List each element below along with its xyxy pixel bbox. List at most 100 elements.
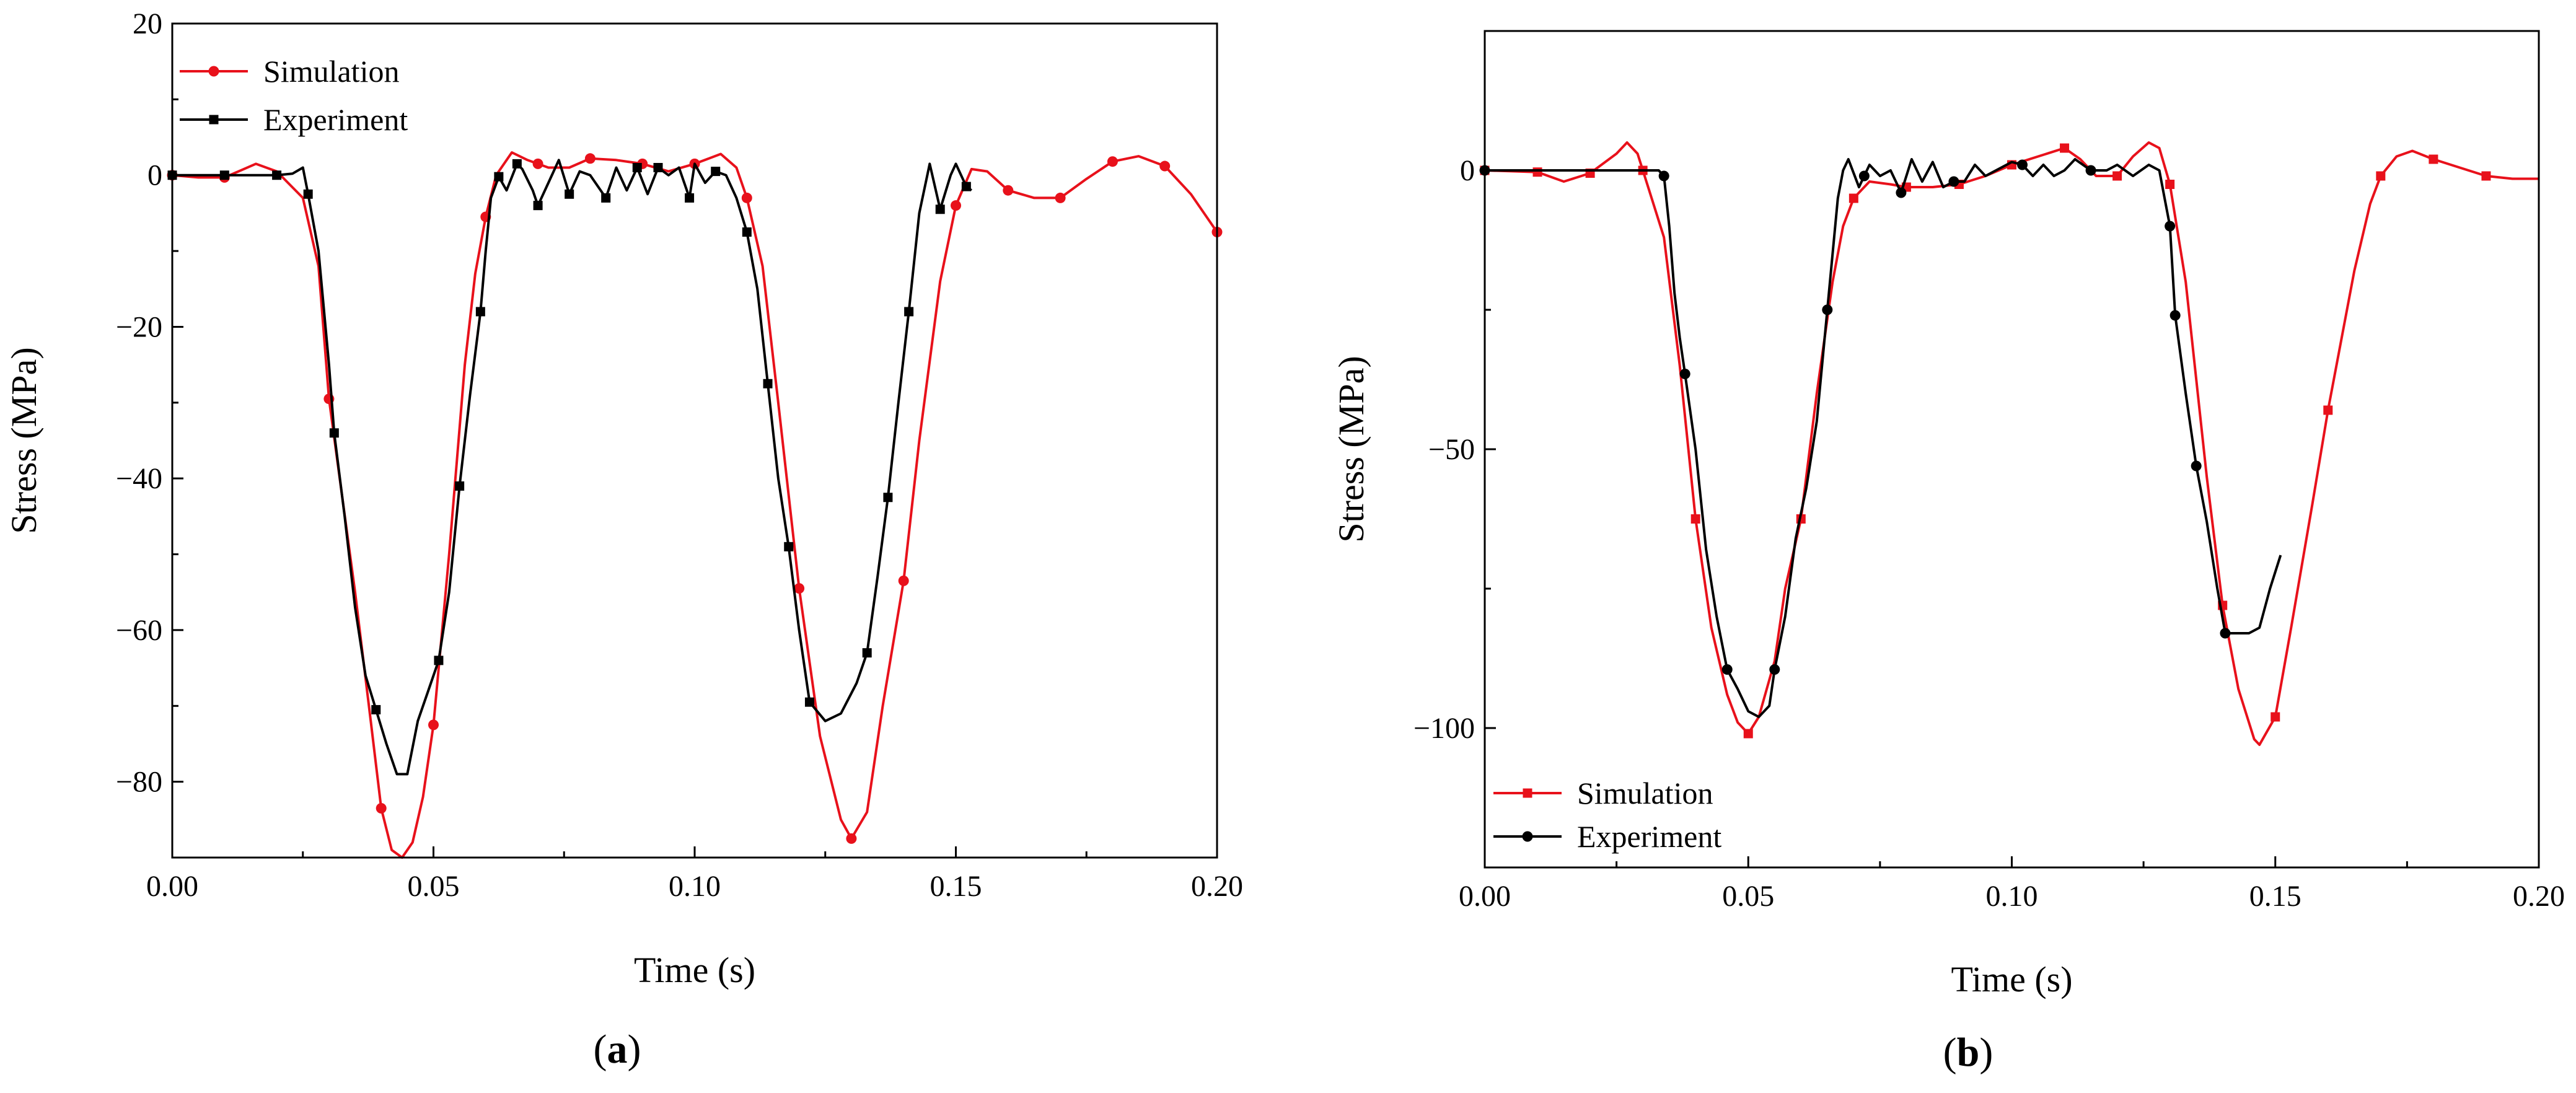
panel-label-a: (a)	[594, 1027, 641, 1072]
chart-panel-b: 0.00 0.05 0.10 0.15 0.20 −100 −50 0 Time (s) St…	[1331, 30, 2565, 1075]
x-tick-label-a: 0.15	[930, 870, 982, 903]
data-point-experiment-b	[1858, 170, 1870, 182]
legend-marker-simulation-b	[1523, 788, 1532, 798]
data-point-experiment-a	[219, 170, 229, 180]
legend-label-simulation-b: Simulation	[1577, 776, 1713, 810]
data-point-simulation-b	[2429, 154, 2438, 164]
data-point-simulation-a	[1055, 192, 1066, 203]
data-point-simulation-b	[2323, 405, 2333, 415]
y-axis-title-b: Stress (MPa)	[1331, 356, 1371, 542]
data-point-experiment-a	[272, 170, 282, 180]
data-point-simulation-a	[428, 719, 439, 731]
x-tick-label-b: 0.00	[1459, 880, 1511, 913]
data-point-experiment-a	[329, 428, 339, 438]
data-point-simulation-b	[1743, 729, 1753, 739]
legend-a: Simulation Experiment	[180, 54, 408, 137]
data-point-simulation-b	[2481, 171, 2491, 181]
data-point-experiment-a	[533, 201, 543, 211]
data-point-experiment-a	[371, 705, 381, 714]
data-point-experiment-b	[2191, 460, 2202, 472]
legend-marker-simulation-a	[208, 66, 219, 77]
data-point-experiment-a	[883, 493, 893, 503]
data-point-experiment-b	[1769, 664, 1780, 675]
data-point-experiment-b	[1679, 369, 1690, 379]
chart-panel-a: 0.00 0.05 0.10 0.15 0.20 −80 −60 −40 −20 0 20 Time…	[4, 7, 1243, 1072]
data-point-experiment-b	[2169, 310, 2181, 321]
y-axis-title-a: Stress (MPa)	[4, 347, 44, 533]
data-point-experiment-b	[2220, 628, 2231, 639]
y-tick-label-a: 0	[147, 159, 162, 192]
data-point-experiment-a	[784, 542, 794, 551]
series-line-experiment-a	[172, 159, 972, 776]
data-point-simulation-a	[741, 192, 752, 203]
data-point-simulation-b	[2112, 171, 2122, 181]
data-point-experiment-a	[475, 307, 485, 317]
y-tick-label-b: −50	[1428, 433, 1475, 466]
data-point-simulation-b	[2270, 712, 2280, 722]
data-point-experiment-b	[2085, 165, 2096, 176]
x-tick-label-b: 0.15	[2249, 880, 2301, 913]
x-tick-label-b: 0.10	[1986, 880, 2038, 913]
y-tick-label-b: −100	[1413, 712, 1475, 745]
y-tick-label-a: −40	[116, 462, 162, 495]
data-point-simulation-a	[951, 200, 961, 211]
y-tick-label-a: −80	[116, 766, 162, 799]
x-tick-label-a: 0.20	[1191, 870, 1243, 903]
data-point-simulation-b	[2165, 180, 2175, 189]
data-point-experiment-a	[494, 172, 504, 182]
legend-b: Simulation Experiment	[1493, 776, 1721, 854]
y-tick-label-a: 20	[133, 7, 162, 40]
data-point-simulation-a	[846, 833, 857, 844]
legend-label-simulation-a: Simulation	[263, 54, 399, 89]
data-point-simulation-a	[1107, 156, 1118, 167]
data-point-simulation-a	[1003, 185, 1014, 196]
x-axis-title-a: Time (s)	[634, 950, 755, 990]
data-point-simulation-b	[1532, 167, 1542, 177]
data-point-simulation-a	[898, 575, 909, 586]
data-point-experiment-a	[904, 307, 914, 317]
data-point-experiment-b	[1896, 187, 1907, 198]
data-point-simulation-a	[532, 158, 543, 169]
y-tick-label-a: −60	[116, 614, 162, 647]
x-tick-label-b: 0.20	[2513, 880, 2565, 913]
data-point-simulation-a	[1159, 160, 1171, 172]
legend-marker-experiment-a	[209, 115, 219, 125]
data-point-simulation-b	[2060, 143, 2070, 153]
data-point-experiment-b	[2017, 159, 2028, 170]
y-tick-label-a: −20	[116, 310, 162, 343]
data-point-experiment-b	[1721, 664, 1733, 675]
x-tick-label-a: 0.10	[669, 870, 721, 903]
legend-label-experiment-a: Experiment	[263, 102, 408, 137]
data-point-experiment-a	[303, 189, 313, 199]
data-point-experiment-a	[685, 193, 695, 203]
data-point-simulation-b	[1690, 514, 1700, 524]
legend-marker-symbol-experiment-b	[1522, 831, 1533, 842]
legend-label-experiment-b: Experiment	[1577, 819, 1721, 854]
data-point-simulation-b	[2376, 171, 2386, 181]
legend-marker-symbol-simulation-a	[208, 66, 219, 77]
data-point-experiment-a	[935, 204, 945, 214]
legend-marker-symbol-simulation-b	[1523, 788, 1532, 798]
x-tick-label-a: 0.00	[146, 870, 198, 903]
data-point-experiment-a	[632, 162, 642, 172]
data-point-experiment-a	[565, 189, 574, 199]
data-point-experiment-a	[512, 159, 522, 169]
x-tick-label-a: 0.05	[408, 870, 460, 903]
data-point-experiment-a	[711, 167, 721, 177]
data-point-experiment-a	[601, 193, 611, 203]
data-point-simulation-a	[376, 802, 387, 814]
data-point-experiment-b	[1822, 304, 1833, 315]
data-point-simulation-a	[584, 153, 596, 164]
data-point-experiment-b	[1948, 176, 1959, 187]
data-point-experiment-a	[742, 227, 752, 237]
y-tick-label-b: 0	[1460, 154, 1475, 187]
data-point-experiment-a	[804, 697, 814, 707]
data-point-simulation-b	[1848, 193, 1858, 203]
data-point-simulation-a	[794, 583, 805, 594]
panel-label-b: (b)	[1943, 1030, 1994, 1075]
x-tick-label-b: 0.05	[1722, 880, 1774, 913]
data-point-experiment-b	[2165, 221, 2176, 232]
legend-marker-symbol-experiment-a	[209, 115, 219, 125]
data-point-experiment-a	[961, 182, 971, 191]
